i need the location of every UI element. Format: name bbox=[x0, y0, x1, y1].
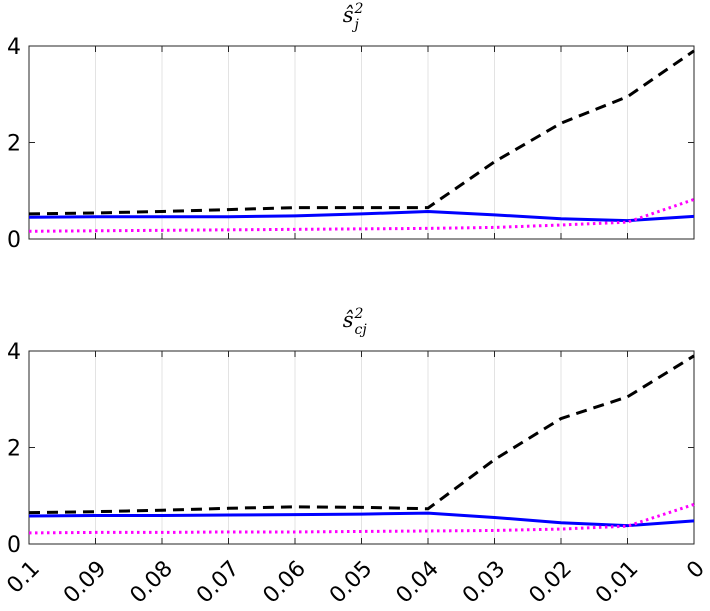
x-tick-label: 0.08 bbox=[126, 556, 178, 608]
x-tick-label: 0.03 bbox=[458, 556, 510, 608]
title-superscript: 2 bbox=[354, 306, 364, 322]
title-base: ŝ bbox=[343, 3, 354, 27]
x-tick-label: 0.06 bbox=[259, 556, 311, 608]
series-line-dashed bbox=[28, 49, 695, 216]
x-tick-label: 0.01 bbox=[591, 556, 643, 608]
x-tick-label: 0.07 bbox=[192, 556, 244, 608]
y-tick-label: 0 bbox=[7, 533, 21, 558]
title-superscript: 2 bbox=[354, 1, 364, 17]
series-line-dotted bbox=[28, 503, 695, 535]
x-tick-label: 0.09 bbox=[59, 556, 111, 608]
x-tick-label: 0.02 bbox=[525, 556, 577, 608]
y-tick-label: 0 bbox=[7, 228, 21, 253]
x-tick-label: 0.1 bbox=[2, 556, 44, 598]
x-tick-label: 0.05 bbox=[325, 556, 377, 608]
y-tick-label: 4 bbox=[7, 340, 21, 365]
series-line-solid bbox=[28, 209, 695, 223]
y-tick-label: 2 bbox=[7, 437, 21, 462]
y-tick-label: 2 bbox=[7, 132, 21, 157]
title-subscript: cj bbox=[355, 322, 368, 338]
series-line-dashed bbox=[28, 354, 695, 515]
title-base: ŝ bbox=[343, 308, 354, 332]
series-line-solid bbox=[28, 511, 695, 528]
subplot-2: 0 2 4 0.1 0.09 0.08 0.07 0.06 0.05 0.04 0.03 0.02 0.… bbox=[2, 306, 709, 609]
x-tick-label: 0 bbox=[682, 556, 710, 584]
series-line-dotted bbox=[28, 198, 695, 233]
y-tick-label: 4 bbox=[7, 35, 21, 60]
title-subscript: j bbox=[352, 17, 360, 33]
x-tick-label: 0.04 bbox=[392, 556, 444, 608]
